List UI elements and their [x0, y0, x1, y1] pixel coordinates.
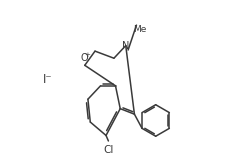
Text: O: O [81, 53, 88, 63]
Text: I⁻: I⁻ [43, 73, 52, 86]
Text: Cl: Cl [103, 145, 114, 155]
Text: Me: Me [133, 24, 147, 34]
Text: N: N [122, 41, 129, 51]
Text: +: + [85, 52, 91, 58]
